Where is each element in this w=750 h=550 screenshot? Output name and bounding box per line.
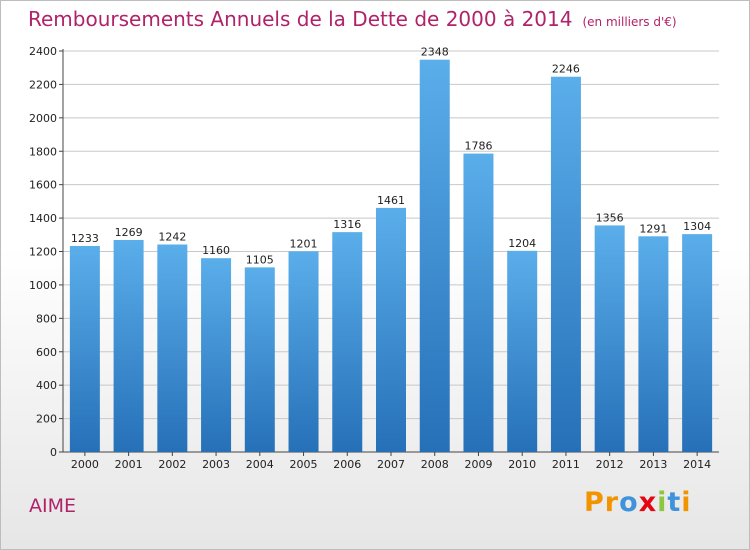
bar-2013 [638, 236, 669, 452]
bar-value-label: 1786 [464, 140, 492, 153]
x-tick-label: 2011 [552, 458, 580, 471]
x-tick-label: 2006 [333, 458, 361, 471]
bar-value-label: 1269 [115, 226, 143, 239]
bar-value-label: 1316 [333, 218, 361, 231]
y-tick-label: 400 [36, 379, 57, 392]
x-tick-label: 2009 [464, 458, 492, 471]
x-tick-label: 2004 [246, 458, 274, 471]
logo-letter: o [619, 487, 639, 518]
bar-value-label: 1304 [683, 220, 711, 233]
bar-2005 [288, 251, 319, 452]
x-tick-label: 2012 [596, 458, 624, 471]
bar-value-label: 2246 [552, 63, 580, 76]
logo-letter: r [604, 487, 620, 518]
x-tick-label: 2008 [421, 458, 449, 471]
axes: 0 200 400 600 800 1000 1200 1400 1600 1800 2000 220… [29, 45, 719, 471]
bar-value-label: 1461 [377, 194, 405, 207]
proxiti-logo: Proxiti [584, 487, 692, 518]
bars: 1233 1269 1242 1160 1105 1201 1316 1461 2348 1786… [69, 46, 713, 453]
logo-letter: i [681, 487, 692, 518]
bar-value-label: 1201 [290, 237, 318, 250]
bar-2001 [113, 239, 144, 452]
y-tick-label: 600 [36, 346, 57, 359]
x-tick-label: 2001 [115, 458, 143, 471]
bar-2012 [594, 225, 625, 452]
y-tick-label: 2400 [29, 45, 57, 58]
bar-2009 [463, 153, 494, 452]
x-tick-label: 2014 [683, 458, 711, 471]
y-tick-label: 1000 [29, 279, 57, 292]
x-tick-label: 2002 [158, 458, 186, 471]
bar-value-label: 1356 [596, 211, 624, 224]
x-tick-label: 2000 [71, 458, 99, 471]
y-tick-label: 1200 [29, 246, 57, 259]
bar-2002 [157, 244, 188, 452]
bar-2006 [332, 232, 363, 452]
bar-2011 [550, 76, 581, 452]
y-tick-label: 1800 [29, 145, 57, 158]
bar-value-label: 1242 [158, 230, 186, 243]
chart-unit: (en milliers d'€) [582, 15, 677, 29]
x-tick-label: 2007 [377, 458, 405, 471]
x-tick-label: 2010 [508, 458, 536, 471]
commune-name: AIME [29, 495, 76, 517]
y-tick-label: 1600 [29, 179, 57, 192]
chart-title-text: Remboursements Annuels de la Dette de 20… [28, 7, 573, 31]
y-tick-label: 1400 [29, 212, 57, 225]
bar-value-label: 1160 [202, 244, 230, 257]
bar-2010 [507, 250, 538, 452]
y-tick-label: 0 [50, 446, 57, 459]
bar-2000 [69, 245, 100, 452]
bar-2003 [201, 258, 232, 452]
y-tick-label: 200 [36, 413, 57, 426]
chart-title: Remboursements Annuels de la Dette de 20… [28, 7, 677, 31]
y-tick-label: 2200 [29, 78, 57, 91]
logo-letter: i [657, 487, 668, 518]
y-tick-label: 800 [36, 312, 57, 325]
bar-value-label: 1291 [639, 222, 667, 235]
bar-2014 [682, 234, 713, 452]
logo-letter: P [584, 487, 605, 518]
bar-2007 [376, 207, 406, 452]
bar-2004 [244, 267, 275, 452]
x-tick-label: 2003 [202, 458, 230, 471]
bar-2008 [419, 59, 450, 453]
bar-value-label: 2348 [421, 46, 449, 59]
bar-value-label: 1105 [246, 253, 274, 266]
logo-letter: x [638, 487, 658, 518]
bar-value-label: 1204 [508, 237, 536, 250]
y-tick-label: 2000 [29, 112, 57, 125]
logo-letter: t [667, 487, 682, 518]
bar-value-label: 1233 [71, 232, 99, 245]
x-tick-label: 2013 [639, 458, 667, 471]
x-tick-label: 2005 [290, 458, 318, 471]
